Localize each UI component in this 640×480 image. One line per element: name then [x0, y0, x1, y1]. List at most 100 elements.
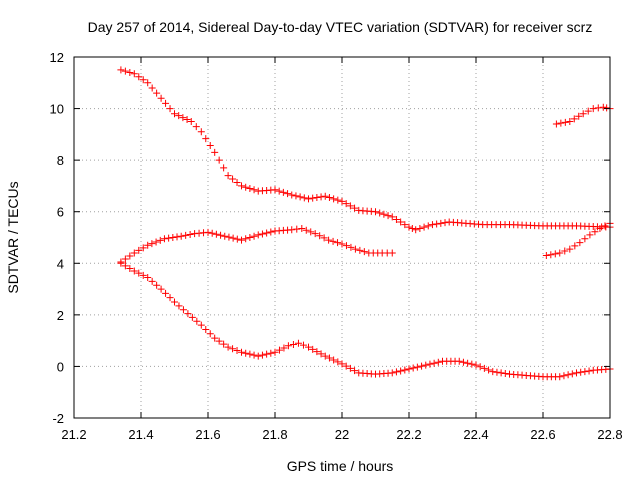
x-tick-label: 21.2	[61, 427, 86, 442]
y-tick-label: -2	[52, 411, 64, 426]
data-point-marker	[501, 370, 509, 378]
data-point-marker	[267, 349, 275, 357]
data-point-marker	[192, 123, 200, 131]
data-point-marker	[182, 231, 190, 239]
data-point-marker	[568, 370, 576, 378]
data-point-marker	[135, 73, 143, 81]
data-point-marker	[139, 271, 147, 279]
data-point-marker	[121, 255, 129, 263]
data-point-marker	[342, 362, 350, 370]
data-point-marker	[156, 236, 164, 244]
data-point-marker	[575, 112, 583, 120]
data-point-marker	[121, 262, 129, 270]
data-point-marker	[325, 194, 333, 202]
data-point-marker	[334, 196, 342, 204]
data-point-marker	[206, 142, 214, 150]
y-tick-label: 2	[57, 308, 64, 323]
data-point-marker	[280, 344, 288, 352]
data-point-marker	[130, 70, 138, 78]
y-tick-label: 8	[57, 153, 64, 168]
data-point-marker	[561, 118, 569, 126]
data-point-marker	[148, 84, 156, 92]
data-point-marker	[476, 363, 484, 371]
data-point-marker	[224, 172, 232, 180]
data-point-marker	[171, 298, 178, 306]
data-point-marker	[316, 232, 324, 240]
data-point-marker	[426, 360, 434, 368]
data-point-marker	[596, 224, 604, 232]
data-point-marker	[139, 244, 147, 252]
data-point-marker	[489, 368, 497, 376]
data-point-marker	[480, 364, 488, 372]
x-tick-label: 21.6	[195, 427, 220, 442]
data-point-marker	[177, 232, 185, 240]
data-point-marker	[246, 185, 254, 193]
data-point-marker	[292, 192, 300, 200]
data-point-marker	[271, 186, 279, 194]
data-point-marker	[221, 232, 229, 240]
data-point-marker	[428, 221, 436, 229]
data-point-marker	[275, 346, 283, 354]
chart-title: Day 257 of 2014, Sidereal Day-to-day VTE…	[88, 19, 593, 35]
data-point-marker	[186, 230, 194, 238]
data-point-marker	[468, 360, 476, 368]
data-point-marker	[202, 135, 210, 143]
series-track-3	[117, 259, 614, 381]
data-point-marker	[351, 367, 359, 375]
data-point-marker	[197, 321, 205, 329]
data-point-marker	[294, 339, 302, 347]
x-tick-label: 22.6	[530, 427, 555, 442]
y-tick-label: 12	[50, 50, 64, 65]
data-point-marker	[279, 188, 287, 196]
data-point-marker	[173, 233, 181, 241]
data-point-marker	[284, 190, 292, 198]
data-point-marker	[581, 235, 589, 243]
data-point-marker	[325, 236, 333, 244]
data-point-marker	[384, 212, 392, 220]
data-point-marker	[288, 191, 296, 199]
data-point-marker	[571, 242, 579, 250]
data-point-marker	[139, 76, 147, 84]
x-tick-label: 21.8	[262, 427, 287, 442]
data-point-marker	[169, 234, 177, 241]
data-point-marker	[157, 94, 165, 102]
y-tick-label: 10	[50, 102, 64, 117]
data-point-marker	[338, 360, 346, 368]
data-point-marker	[166, 105, 174, 113]
data-point-marker	[184, 310, 192, 318]
data-point-marker	[275, 187, 283, 195]
data-point-marker	[599, 103, 607, 111]
data-point-marker	[392, 215, 400, 223]
data-point-marker	[320, 234, 328, 242]
data-point-marker	[208, 229, 216, 237]
data-point-marker	[401, 221, 409, 229]
data-point-marker	[401, 366, 409, 374]
data-point-marker	[330, 195, 338, 203]
data-point-marker	[126, 252, 134, 260]
x-tick-label: 22.2	[396, 427, 421, 442]
data-point-marker	[586, 231, 594, 239]
data-point-marker	[135, 269, 143, 277]
data-point-marker	[162, 99, 170, 107]
data-point-marker	[552, 120, 560, 128]
data-point-marker	[284, 342, 292, 350]
data-point-marker	[135, 246, 143, 254]
data-point-marker	[497, 369, 505, 377]
data-point-marker	[165, 234, 173, 242]
data-point-marker	[556, 249, 564, 257]
data-point-marker	[197, 128, 205, 136]
data-point-marker	[420, 223, 428, 231]
data-point-marker	[229, 234, 237, 242]
data-point-marker	[305, 343, 312, 351]
data-point-marker	[317, 350, 325, 358]
data-point-marker	[121, 67, 129, 75]
data-point-marker	[464, 359, 472, 367]
data-point-marker	[220, 340, 228, 348]
data-point-marker	[289, 341, 297, 349]
data-point-marker	[307, 228, 315, 236]
data-point-marker	[342, 242, 350, 250]
data-point-marker	[233, 178, 241, 186]
data-point-marker	[342, 200, 350, 208]
data-point-marker	[254, 352, 262, 360]
data-point-marker	[372, 208, 379, 216]
